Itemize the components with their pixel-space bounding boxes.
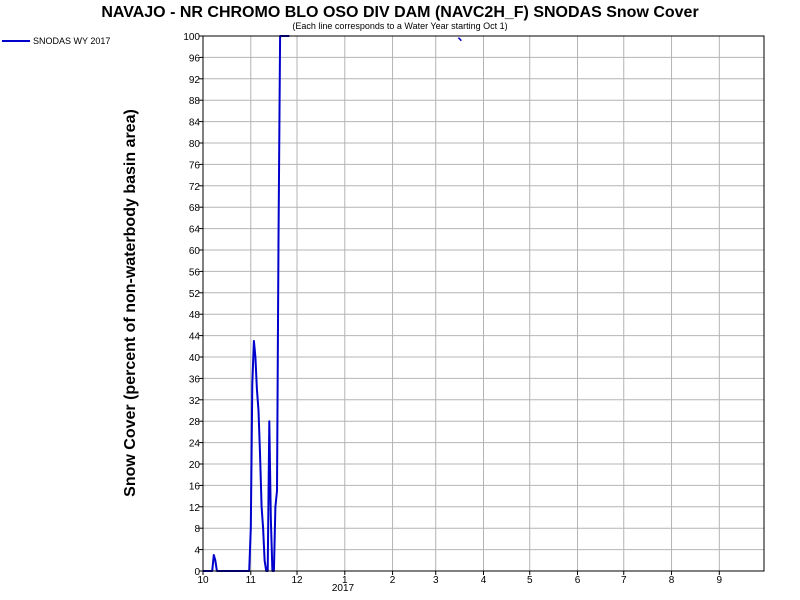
y-tick-label: 76 [189,160,201,171]
legend: SNODAS WY 2017 [2,36,110,46]
y-tick-label: 36 [189,374,201,385]
x-tick-label: 5 [527,575,533,586]
y-tick-label: 92 [189,75,201,86]
series-line [203,35,290,572]
plot-area-frame [202,35,765,572]
y-tick-label: 96 [189,53,201,64]
x-tick-label: 6 [575,575,581,586]
chart-title: NAVAJO - NR CHROMO BLO OSO DIV DAM (NAVC… [101,4,698,21]
y-tick-label: 44 [189,332,201,343]
y-axis-label: Snow Cover (percent of non-waterbody bas… [122,109,139,497]
y-tick-label: 56 [189,267,201,278]
y-tick-label: 72 [189,182,201,193]
x-tick-label: 4 [481,575,487,586]
x-tick-label: 12 [291,575,303,586]
y-tick-label: 32 [189,396,201,407]
y-tick-label: 8 [194,524,200,535]
y-tick-label: 16 [189,481,201,492]
x-axis-ticks: 10 11 12 1 2 3 4 5 6 7 8 9 [197,571,723,586]
x-axis-year-label: 2017 [332,583,355,594]
y-tick-label: 20 [189,460,201,471]
x-tick-label: 10 [197,575,209,586]
y-tick-label: 40 [189,353,201,364]
y-tick-label: 100 [183,32,200,43]
x-tick-label: 9 [717,575,723,586]
x-tick-label: 7 [621,575,627,586]
grid [203,36,764,571]
y-tick-label: 24 [189,439,201,450]
legend-label: SNODAS WY 2017 [33,36,110,46]
stray-mark [457,37,462,42]
y-tick-label: 84 [189,118,201,129]
chart-subtitle: (Each line corresponds to a Water Year s… [292,21,507,31]
y-tick-label: 68 [189,203,201,214]
x-tick-label: 3 [433,575,439,586]
y-tick-label: 0 [194,567,200,578]
x-tick-label: 11 [246,575,257,586]
y-tick-label: 4 [194,546,200,557]
y-tick-label: 48 [189,310,201,321]
x-tick-label: 8 [669,575,675,586]
y-tick-label: 80 [189,139,201,150]
y-tick-label: 12 [189,503,201,514]
y-tick-label: 88 [189,96,201,107]
y-tick-label: 28 [189,417,201,428]
y-axis-ticks: 0481216202428323640444852566064687276808… [183,32,203,578]
y-tick-label: 60 [189,246,201,257]
series-layer [202,35,462,572]
x-tick-label: 1 [342,575,348,586]
y-tick-label: 64 [189,225,201,236]
y-tick-label: 52 [189,289,201,300]
x-tick-label: 2 [390,575,396,586]
